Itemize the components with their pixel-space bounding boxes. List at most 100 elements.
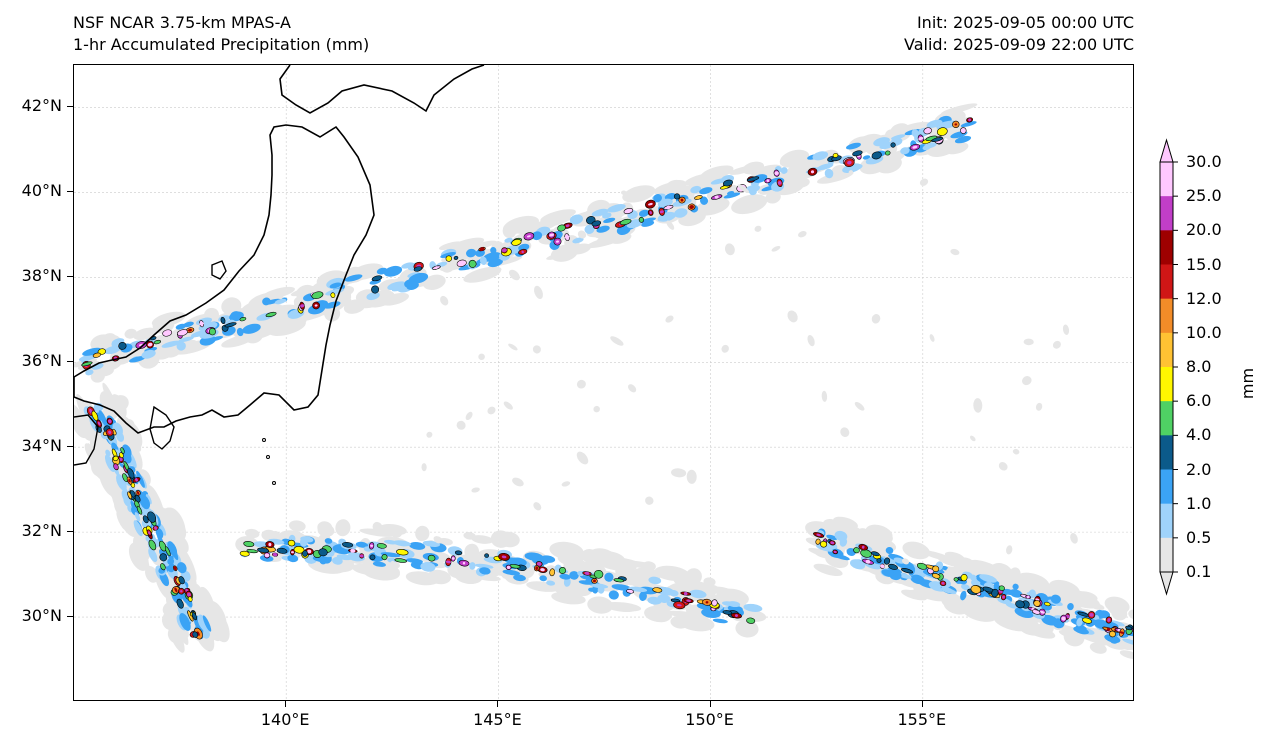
precip-cell-heavy <box>91 410 99 421</box>
precip-cell-light <box>145 566 159 583</box>
precip-scatter <box>1012 448 1020 455</box>
precip-scatter <box>1070 532 1078 544</box>
precip-cell-moderate <box>236 327 244 337</box>
precip-cell-heavy <box>953 577 959 582</box>
precip-cell-heavy <box>164 546 171 557</box>
precip-core <box>659 210 664 214</box>
precip-cell-moderate <box>577 570 585 577</box>
precip-scatter <box>440 295 449 306</box>
precip-cell-light <box>1024 625 1056 639</box>
precip-scatter <box>821 390 828 402</box>
precip-scatter <box>848 170 853 175</box>
precip-cell-light <box>1048 579 1080 599</box>
precip-core <box>918 136 924 141</box>
precip-cell-light <box>244 528 260 539</box>
precip-cell-moderate <box>946 589 957 595</box>
precip-cell-moderate <box>993 583 1000 590</box>
precip-cell-moderate <box>264 298 281 305</box>
precip-cell-light <box>267 318 306 336</box>
precip-cell-heavy <box>884 150 891 156</box>
precip-cell-moderate <box>539 575 547 582</box>
precip-cell-light <box>290 285 323 297</box>
precip-cell-heavy <box>1125 625 1133 631</box>
precip-cell-moderate <box>122 444 132 458</box>
precip-cell-heavy <box>178 576 185 585</box>
precip-cell-heavy <box>815 538 821 545</box>
precip-cell-moderate <box>479 567 491 575</box>
precip-core <box>180 590 183 593</box>
precip-core <box>479 247 485 252</box>
precip-core <box>451 557 455 560</box>
precip-cell-heavy <box>220 316 226 325</box>
precip-cell-heavy <box>1033 600 1041 607</box>
colorbar-level-label: 2.0 <box>1186 459 1212 479</box>
precip-cell-moderate <box>834 530 848 541</box>
precip-cell-light <box>941 594 966 611</box>
precip-cell-light <box>415 525 430 542</box>
precip-cell-moderate <box>129 355 146 363</box>
precip-core <box>954 123 958 126</box>
precip-cell-heavy <box>936 127 948 136</box>
precip-cell-heavy <box>723 179 733 187</box>
precip-cell-moderate <box>1098 610 1111 619</box>
precip-cell-moderate <box>699 187 713 195</box>
precip-cell-moderate <box>815 544 834 552</box>
lat-tick-label: 34°N <box>21 436 62 456</box>
precip-cell-moderate <box>648 576 662 585</box>
precip-cell-moderate <box>674 208 688 218</box>
precip-cell-heavy <box>371 275 383 282</box>
precip-scatter <box>950 248 960 256</box>
colorbar-title: mm <box>1238 367 1258 400</box>
lat-tick <box>67 106 73 108</box>
precip-core <box>1119 631 1125 634</box>
precip-cell-moderate <box>569 214 583 225</box>
lat-tick-label: 40°N <box>21 181 62 201</box>
precip-cell-light <box>622 185 656 203</box>
precip-scatter <box>533 502 542 511</box>
precip-cell-moderate <box>148 547 158 563</box>
precip-scatter <box>724 243 735 256</box>
precip-core <box>97 421 101 426</box>
precip-cell-moderate <box>970 574 977 581</box>
precip-cell-moderate <box>274 298 287 305</box>
precip-cell-moderate <box>355 541 369 548</box>
colorbar-level-label: 1.0 <box>1186 493 1212 513</box>
precip-cell-moderate <box>401 262 415 269</box>
precip-scatter <box>478 353 485 361</box>
precip-scatter <box>532 345 541 354</box>
precip-cell-heavy <box>558 566 566 574</box>
precip-core <box>880 564 885 569</box>
precip-cell-moderate <box>850 559 866 570</box>
precip-scatter <box>509 269 520 281</box>
precip-cell-heavy <box>265 311 277 318</box>
precip-core <box>188 328 192 332</box>
precip-core <box>108 430 112 434</box>
lat-tick <box>67 531 73 533</box>
precip-cell-heavy <box>876 558 882 563</box>
precip-cell-moderate <box>604 572 614 582</box>
precip-cell-light <box>913 584 949 602</box>
precip-cell-light <box>686 580 709 590</box>
precip-core <box>445 560 451 564</box>
lon-tick-label: 155°E <box>897 710 947 729</box>
precip-scatter <box>1006 545 1013 555</box>
precip-cell-heavy <box>960 574 968 582</box>
precip-cell-moderate <box>179 613 191 631</box>
precip-cell-moderate <box>332 557 343 565</box>
precip-cell-moderate <box>891 134 906 140</box>
precip-scatter <box>970 435 976 442</box>
precip-core <box>1107 618 1111 622</box>
precip-core <box>961 129 965 133</box>
coastline <box>74 65 485 485</box>
precip-cell-heavy <box>187 596 193 602</box>
precip-cell-light <box>1111 606 1128 621</box>
precip-cell-moderate <box>504 237 513 243</box>
precip-cell-moderate <box>824 168 834 179</box>
precip-cell-heavy <box>147 511 157 523</box>
precip-cell-heavy <box>619 218 632 226</box>
precip-cell-moderate <box>873 137 890 147</box>
precip-cell-heavy <box>127 491 133 500</box>
lat-tick-label: 42°N <box>21 96 62 116</box>
precip-scatter <box>871 314 881 324</box>
precip-scatter <box>665 315 674 323</box>
